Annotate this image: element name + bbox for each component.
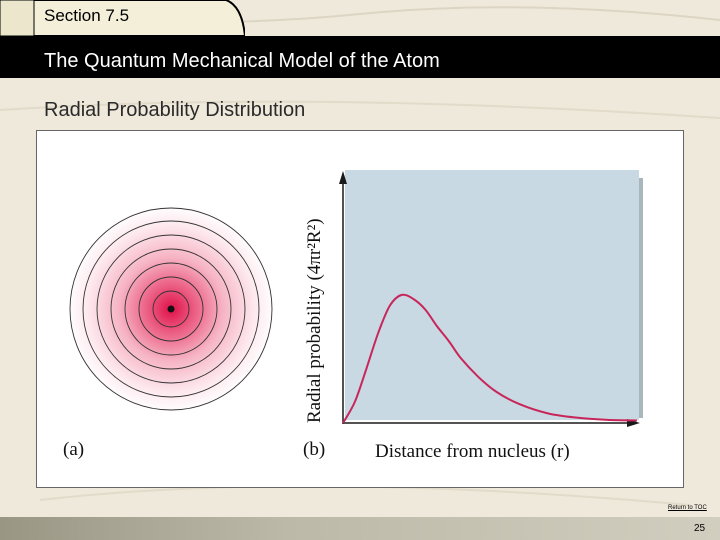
return-to-toc-link[interactable]: Return to TOC bbox=[668, 505, 707, 511]
radial-probability-plot bbox=[339, 170, 643, 427]
x-axis-label: Distance from nucleus (r) bbox=[375, 441, 570, 462]
footer-bar bbox=[0, 517, 720, 540]
panel-a-label: (a) bbox=[63, 439, 84, 460]
nucleus-dot bbox=[167, 305, 175, 313]
page-number: 25 bbox=[694, 523, 706, 534]
figure-panel: (a) (b) Radial probability (4πr²R²) Dist… bbox=[36, 130, 684, 488]
panel-b-label: (b) bbox=[303, 439, 325, 460]
y-axis-arrow bbox=[339, 171, 347, 184]
radial-probability-curve bbox=[342, 293, 638, 424]
title-bar bbox=[0, 36, 720, 78]
y-axis-label: Radial probability (4πr²R²) bbox=[304, 218, 325, 423]
figure-svg: (a) (b) Radial probability (4πr²R²) Dist… bbox=[63, 170, 643, 462]
section-tab bbox=[0, 0, 245, 36]
shell-rings bbox=[69, 207, 273, 411]
plot-background bbox=[345, 170, 639, 420]
slide-title: The Quantum Mechanical Model of the Atom bbox=[44, 50, 440, 72]
section-label: Section 7.5 bbox=[44, 6, 130, 25]
slide-subtitle: Radial Probability Distribution bbox=[44, 99, 306, 121]
electron-cloud-diagram bbox=[67, 205, 275, 413]
